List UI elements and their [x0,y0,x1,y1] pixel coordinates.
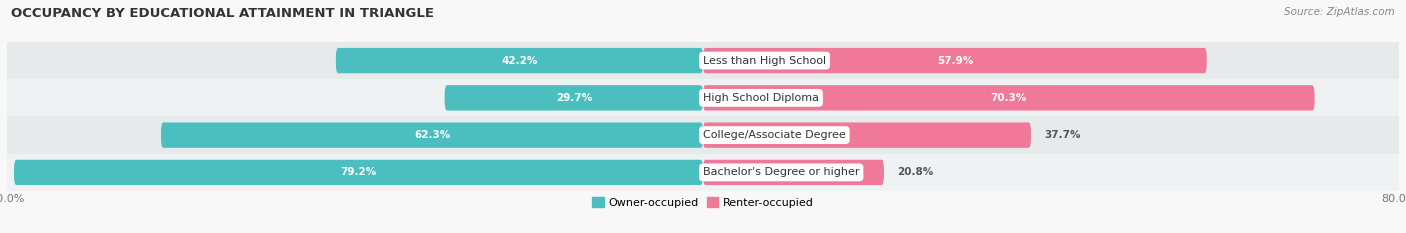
Text: College/Associate Degree: College/Associate Degree [703,130,846,140]
Text: Source: ZipAtlas.com: Source: ZipAtlas.com [1284,7,1395,17]
FancyBboxPatch shape [336,48,703,73]
Bar [7,116,1399,154]
FancyBboxPatch shape [444,85,703,110]
FancyBboxPatch shape [162,123,703,148]
Text: 62.3%: 62.3% [413,130,450,140]
Text: 29.7%: 29.7% [555,93,592,103]
Legend: Owner-occupied, Renter-occupied: Owner-occupied, Renter-occupied [588,193,818,212]
FancyBboxPatch shape [703,123,1031,148]
FancyBboxPatch shape [703,160,884,185]
Text: Bachelor's Degree or higher: Bachelor's Degree or higher [703,168,859,177]
Text: High School Diploma: High School Diploma [703,93,820,103]
Text: 20.8%: 20.8% [897,168,934,177]
Text: OCCUPANCY BY EDUCATIONAL ATTAINMENT IN TRIANGLE: OCCUPANCY BY EDUCATIONAL ATTAINMENT IN T… [11,7,434,20]
Text: Less than High School: Less than High School [703,56,827,65]
Bar [7,79,1399,116]
FancyBboxPatch shape [703,85,1315,110]
Bar [7,154,1399,191]
Text: 42.2%: 42.2% [502,56,537,65]
FancyBboxPatch shape [703,48,1206,73]
Text: 57.9%: 57.9% [936,56,973,65]
Text: 37.7%: 37.7% [1045,130,1081,140]
FancyBboxPatch shape [14,160,703,185]
Text: 70.3%: 70.3% [991,93,1026,103]
Text: 79.2%: 79.2% [340,168,377,177]
Bar [7,42,1399,79]
